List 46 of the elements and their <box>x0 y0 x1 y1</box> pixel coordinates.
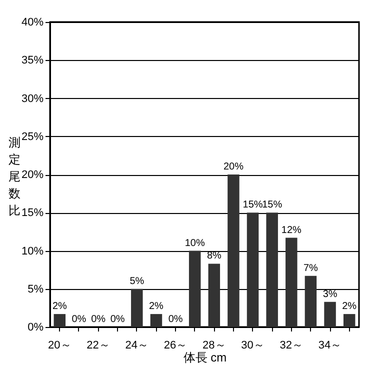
y-tick-label: 35% <box>21 54 44 67</box>
y-tick-label: 25% <box>21 130 44 143</box>
bar <box>150 314 162 327</box>
bar <box>324 302 336 327</box>
x-tick-label: 20～ <box>48 340 72 352</box>
bar <box>343 314 356 327</box>
x-tick-label: 28～ <box>202 340 226 352</box>
data-label: 0% <box>91 314 106 325</box>
y-tick-label: 40% <box>21 16 44 28</box>
data-label: 5% <box>130 276 144 287</box>
data-label: 2% <box>342 301 357 312</box>
bar <box>188 250 201 327</box>
data-label: 3% <box>322 288 338 300</box>
y-axis-title: 測定尾数比 <box>8 136 20 218</box>
y-tick-label: 30% <box>21 92 44 105</box>
x-tick-label: 22～ <box>86 340 110 352</box>
data-label: 2% <box>148 301 164 312</box>
bar <box>266 212 278 327</box>
data-label: 20% <box>223 162 244 172</box>
bar <box>131 288 143 327</box>
y-tick-label: 15% <box>21 207 44 220</box>
data-label: 0% <box>168 314 183 325</box>
data-label: 12% <box>281 224 302 236</box>
x-tick-label: 32～ <box>280 340 304 352</box>
bar <box>208 264 220 327</box>
x-tick-label: 26～ <box>164 340 188 352</box>
data-label: 15% <box>262 200 282 211</box>
x-tick-label: 34～ <box>318 340 342 352</box>
bar <box>54 314 66 327</box>
data-label: 2% <box>52 301 67 312</box>
bar <box>286 238 298 327</box>
data-label: 0% <box>72 314 86 325</box>
data-label: 0% <box>110 314 125 325</box>
data-label: 15% <box>242 200 263 211</box>
x-axis-title: 体長 cm <box>183 350 227 364</box>
data-label: 7% <box>303 262 318 274</box>
bar <box>304 276 317 327</box>
bar <box>246 212 259 327</box>
y-tick-label: 20% <box>21 169 44 181</box>
data-label: 10% <box>184 238 205 249</box>
bar <box>228 174 240 327</box>
y-tick-label: 0% <box>28 322 44 334</box>
x-tick-label: 30～ <box>241 340 264 352</box>
y-tick-label: 10% <box>21 245 44 258</box>
y-tick-label: 5% <box>28 283 44 296</box>
x-tick-label: 24～ <box>125 340 149 352</box>
